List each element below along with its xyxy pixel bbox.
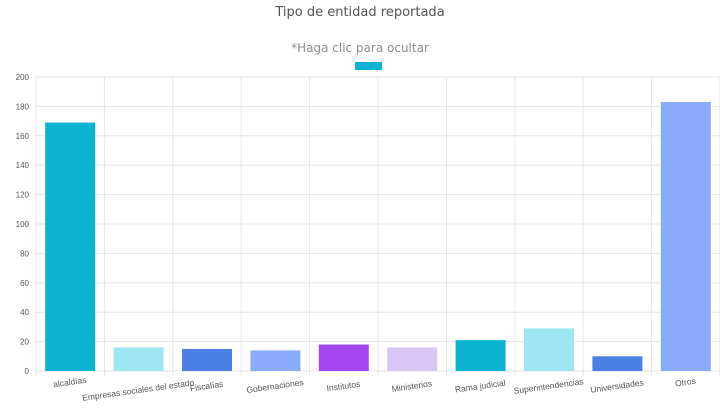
y-tick-label: 140 (16, 161, 30, 170)
y-tick-label: 180 (16, 102, 30, 111)
x-tick-label: alcaldías (52, 375, 87, 390)
bar[interactable] (45, 122, 96, 371)
x-tick-label: Superintendencias (513, 376, 584, 396)
bar[interactable] (250, 350, 301, 371)
legend-hint: *Haga clic para ocultar (291, 41, 429, 55)
y-tick-label: 80 (20, 249, 29, 258)
y-tick-label: 0 (25, 367, 30, 376)
x-tick-label: Universidades (590, 377, 645, 394)
legend-swatch[interactable] (355, 62, 382, 70)
bar[interactable] (387, 347, 438, 371)
y-tick-label: 160 (16, 132, 30, 141)
bar[interactable] (318, 344, 369, 371)
x-tick-label: Otros (674, 376, 696, 389)
grid-lines (35, 76, 720, 376)
chart-title: Tipo de entidad reportada (275, 5, 445, 20)
y-axis-ticks: 0 20 40 60 80 100 120 140 160 180 200 (16, 73, 30, 376)
x-tick-label: Institutos (326, 379, 361, 394)
bar[interactable] (592, 356, 643, 371)
bar[interactable] (113, 347, 164, 371)
y-tick-label: 200 (16, 73, 30, 82)
x-tick-label: Ministerios (391, 378, 433, 394)
y-tick-label: 60 (20, 279, 29, 288)
x-tick-label: Fiscalías (189, 379, 224, 394)
y-tick-label: 20 (20, 338, 29, 347)
bar[interactable] (455, 340, 506, 371)
bar[interactable] (524, 328, 574, 371)
bar[interactable] (182, 348, 232, 371)
x-tick-label: Empresas sociales del estado (82, 377, 195, 403)
bar[interactable] (660, 101, 711, 372)
x-tick-label: Rama judicial (454, 378, 506, 395)
y-tick-label: 100 (16, 220, 30, 229)
y-tick-label: 120 (16, 191, 30, 200)
bars (45, 101, 711, 372)
y-tick-label: 40 (20, 308, 29, 317)
x-tick-label: Gobernaciones (246, 377, 304, 395)
